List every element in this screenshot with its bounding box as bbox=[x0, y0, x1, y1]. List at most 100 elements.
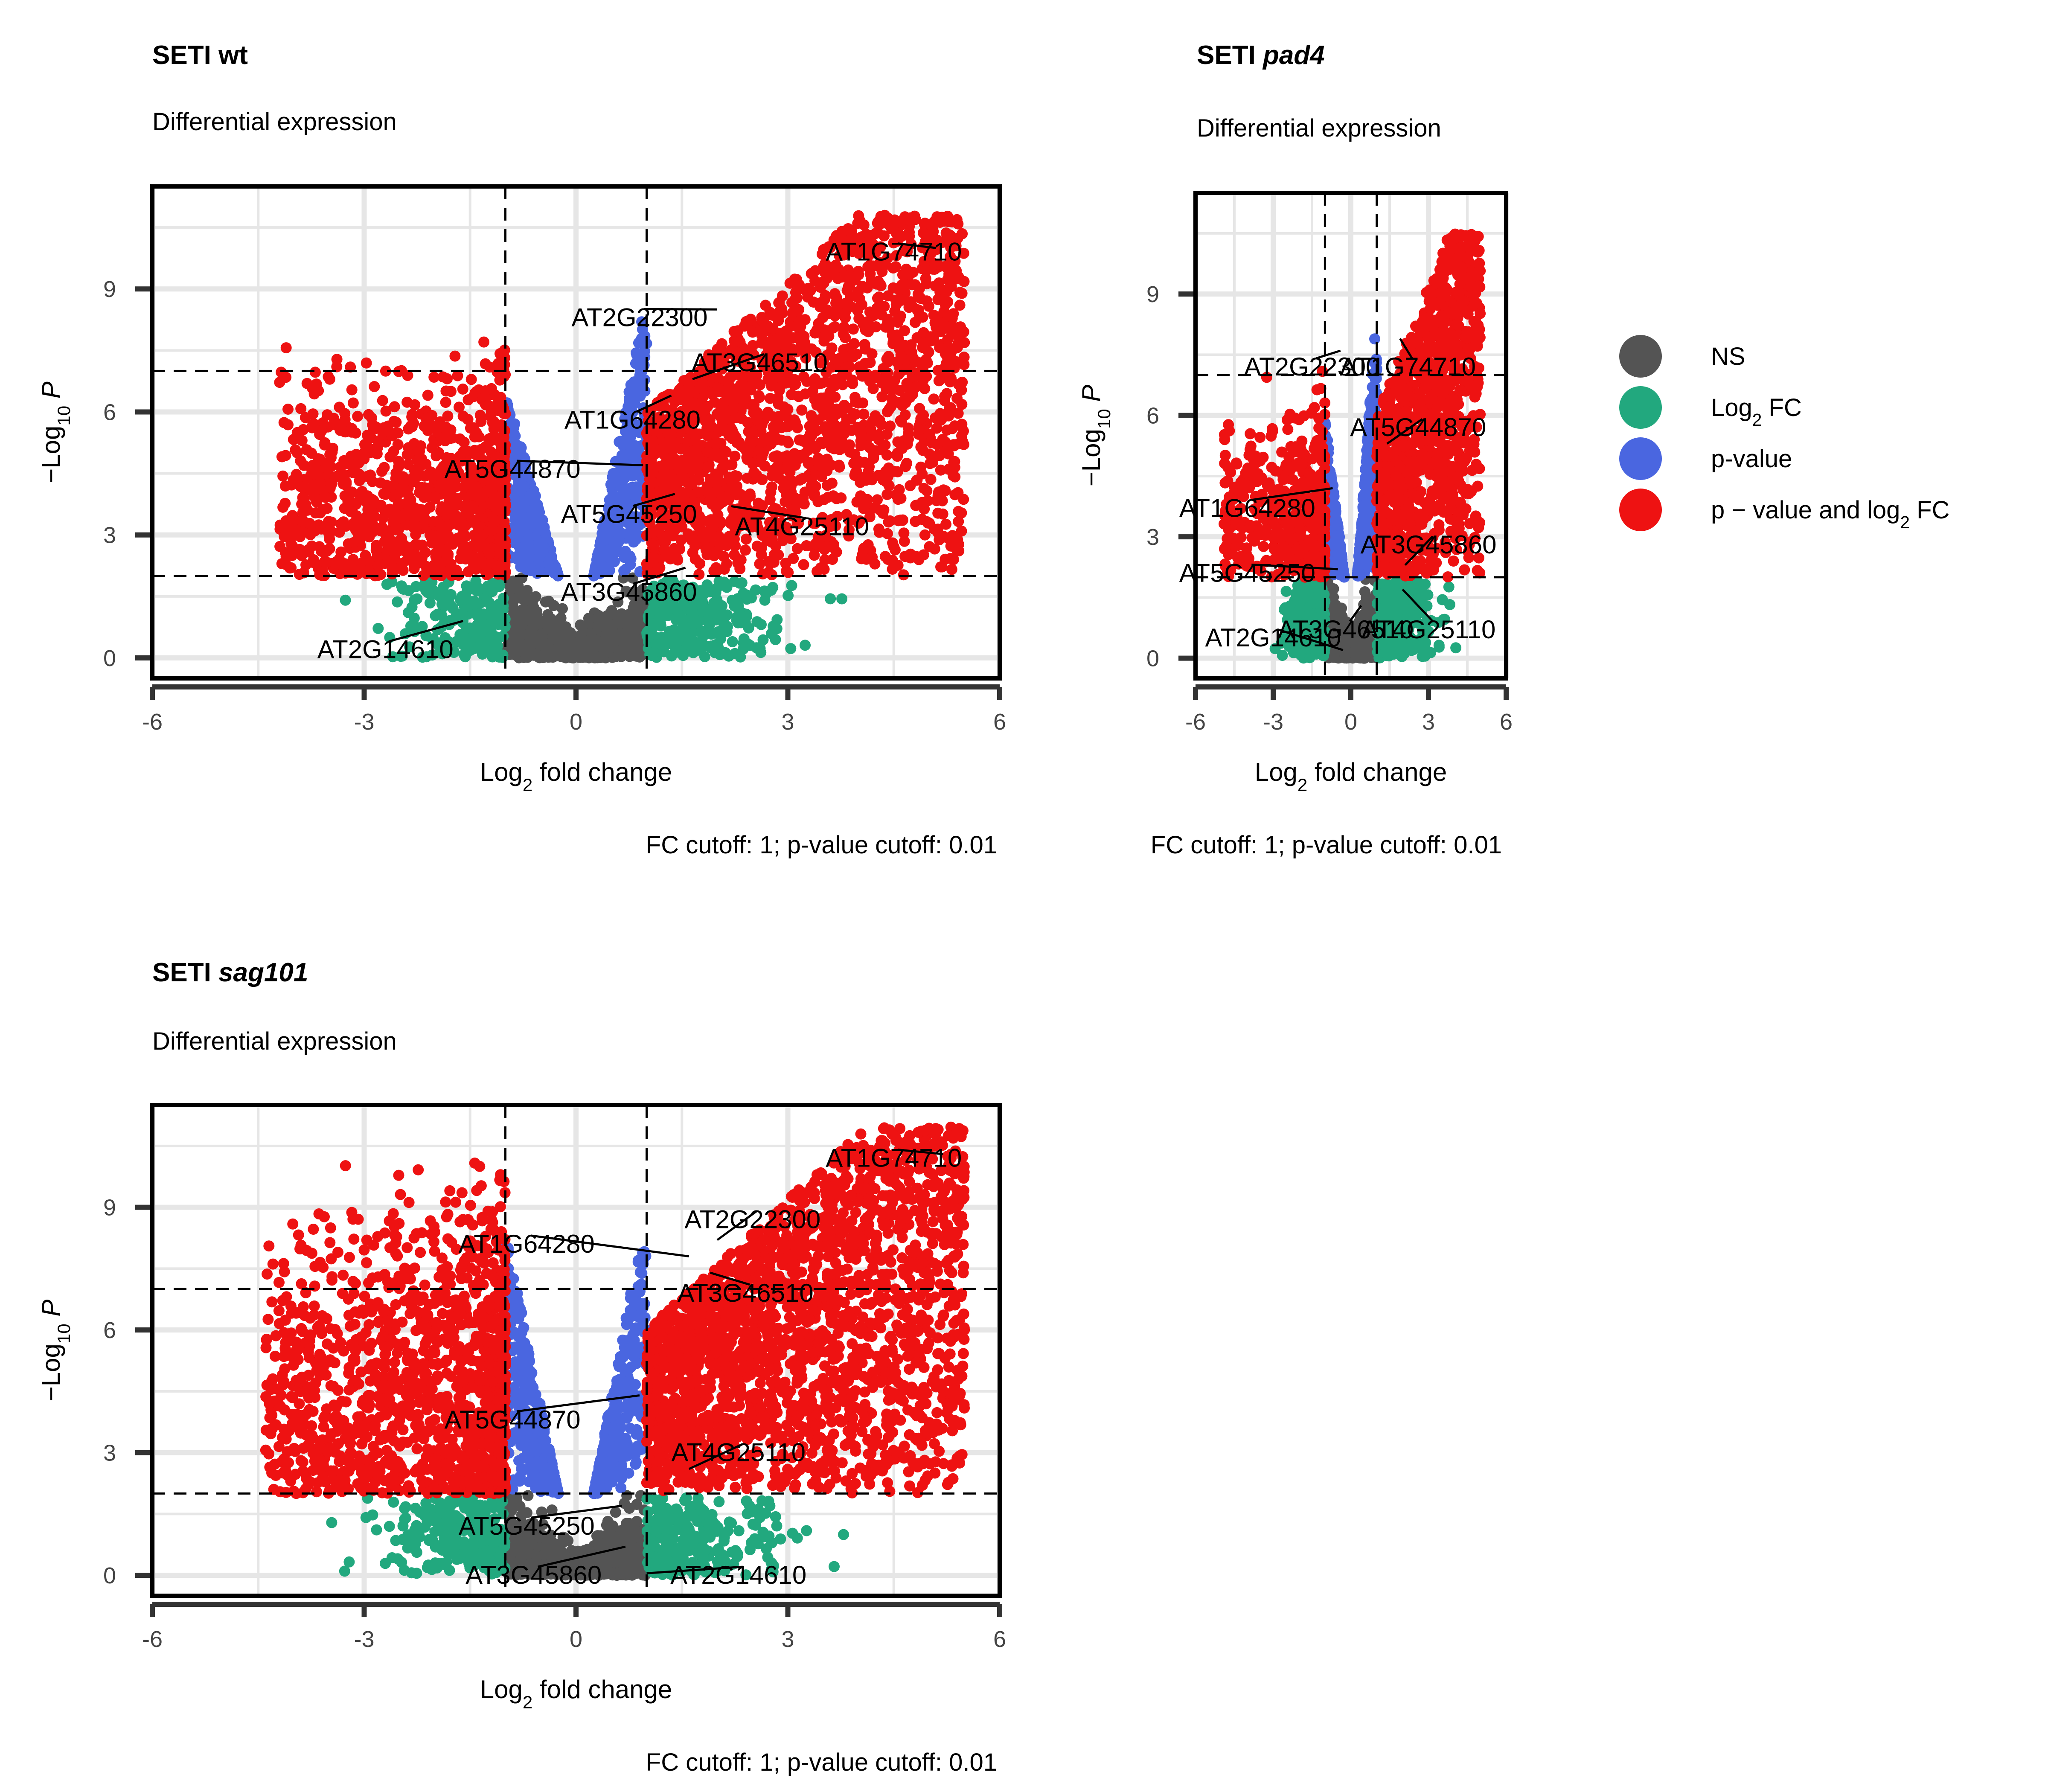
data-point bbox=[454, 532, 465, 544]
data-point bbox=[764, 494, 776, 505]
data-point bbox=[715, 437, 727, 449]
data-point bbox=[424, 597, 436, 609]
data-point bbox=[498, 426, 510, 438]
data-point bbox=[295, 481, 306, 492]
data-point bbox=[459, 593, 470, 605]
data-point bbox=[298, 460, 310, 471]
data-point bbox=[913, 424, 925, 436]
data-point bbox=[826, 342, 838, 354]
data-point bbox=[751, 541, 763, 552]
data-point bbox=[762, 320, 774, 332]
gene-label: AT2G14610 bbox=[317, 635, 454, 664]
data-point bbox=[788, 448, 800, 460]
data-point bbox=[397, 510, 409, 521]
data-point bbox=[675, 610, 686, 621]
data-point bbox=[307, 408, 319, 420]
data-point bbox=[387, 564, 398, 576]
data-point bbox=[796, 314, 808, 326]
data-point bbox=[527, 601, 539, 612]
data-point bbox=[894, 313, 905, 324]
data-point bbox=[876, 419, 887, 431]
data-point bbox=[470, 533, 482, 544]
data-point bbox=[701, 579, 713, 591]
data-point bbox=[921, 371, 932, 382]
data-point bbox=[873, 291, 885, 303]
data-point bbox=[347, 397, 359, 409]
data-point bbox=[747, 326, 758, 338]
data-point bbox=[663, 625, 675, 637]
gene-label: AT2G22300 bbox=[571, 303, 707, 332]
data-point bbox=[350, 449, 362, 460]
data-point bbox=[509, 418, 521, 430]
data-point bbox=[352, 410, 364, 422]
data-point bbox=[621, 465, 633, 476]
data-point bbox=[745, 435, 756, 446]
data-point bbox=[752, 415, 763, 426]
data-point bbox=[515, 442, 527, 454]
data-point bbox=[649, 540, 660, 551]
data-point bbox=[949, 462, 960, 473]
data-point bbox=[942, 274, 953, 285]
data-point bbox=[362, 430, 373, 441]
data-point bbox=[724, 459, 736, 471]
data-point bbox=[626, 489, 638, 500]
data-point bbox=[618, 565, 630, 576]
chart-title: SETI wt bbox=[152, 41, 248, 70]
data-point bbox=[614, 436, 625, 448]
data-point bbox=[367, 476, 378, 487]
data-point bbox=[668, 648, 680, 659]
data-point bbox=[773, 307, 785, 318]
data-point bbox=[554, 646, 566, 657]
data-point bbox=[855, 428, 866, 439]
data-point bbox=[858, 408, 870, 420]
data-point bbox=[320, 522, 332, 533]
data-point bbox=[946, 564, 957, 575]
data-point bbox=[535, 547, 547, 559]
data-point bbox=[390, 416, 402, 428]
data-point bbox=[511, 643, 522, 655]
data-point bbox=[369, 381, 380, 392]
data-point bbox=[934, 342, 945, 353]
data-point bbox=[702, 461, 713, 473]
data-point bbox=[952, 487, 964, 498]
data-point bbox=[922, 357, 933, 369]
data-point bbox=[921, 265, 932, 276]
data-point bbox=[816, 378, 827, 389]
data-point bbox=[419, 513, 431, 525]
data-point bbox=[704, 608, 716, 619]
data-point bbox=[607, 489, 619, 500]
data-point bbox=[323, 371, 334, 382]
data-point bbox=[880, 466, 891, 477]
data-point bbox=[383, 542, 394, 553]
data-point bbox=[827, 554, 838, 565]
data-point bbox=[713, 450, 724, 461]
data-point bbox=[723, 494, 734, 506]
data-point bbox=[866, 348, 878, 360]
data-point bbox=[936, 561, 948, 573]
data-point bbox=[280, 559, 292, 570]
data-point bbox=[715, 633, 727, 644]
data-point bbox=[792, 422, 803, 433]
data-point bbox=[727, 433, 738, 444]
data-point bbox=[730, 540, 741, 552]
data-point bbox=[892, 494, 904, 505]
data-point bbox=[875, 279, 886, 290]
data-point bbox=[472, 641, 484, 653]
data-point bbox=[847, 323, 859, 335]
data-point bbox=[771, 465, 782, 476]
data-point bbox=[810, 443, 821, 454]
data-point bbox=[468, 503, 479, 515]
data-point bbox=[649, 553, 660, 564]
data-point bbox=[926, 437, 937, 448]
data-point bbox=[354, 535, 365, 547]
data-point bbox=[725, 385, 737, 397]
data-point bbox=[633, 390, 644, 401]
data-point bbox=[444, 592, 455, 603]
data-point bbox=[934, 408, 946, 419]
data-point bbox=[786, 580, 797, 591]
data-point bbox=[702, 446, 714, 458]
data-point bbox=[823, 308, 835, 320]
data-point bbox=[512, 592, 523, 604]
data-point bbox=[777, 290, 788, 302]
